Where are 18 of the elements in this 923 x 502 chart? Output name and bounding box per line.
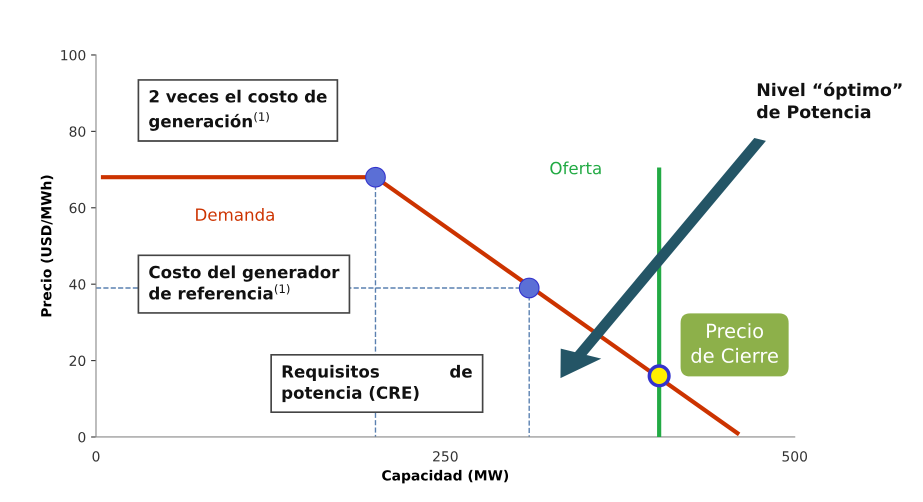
y-tick-label: 80	[70, 126, 86, 137]
x-tick-label: 250	[433, 451, 458, 462]
x-axis-title: Capacidad (MW)	[382, 470, 508, 484]
y-tick-label: 60	[70, 202, 86, 214]
annotation: 2 veces el costo de generación$^{(1)}$	[149, 90, 327, 131]
x-tick-label: 500	[782, 451, 808, 462]
annotation: Nivel “óptimo” de Potencia	[757, 82, 902, 118]
annotation: Costo del generador de referencia$^{(1)}$	[149, 265, 340, 300]
annotation: Requisitos de potencia (CRE)	[282, 364, 472, 402]
series-label: Demanda	[196, 208, 274, 221]
text: Oferta	[550, 162, 601, 174]
annotation: Precio de Cierre	[691, 323, 778, 363]
y-axis-title: Precio (USD/MWh)	[40, 175, 54, 316]
y-tick-label: 0	[78, 432, 86, 442]
y-tick-label: 100	[61, 50, 86, 60]
y-tick-label: 20	[70, 356, 86, 366]
x-tick-label: 0	[92, 451, 100, 462]
y-tick-label: 40	[69, 279, 86, 290]
